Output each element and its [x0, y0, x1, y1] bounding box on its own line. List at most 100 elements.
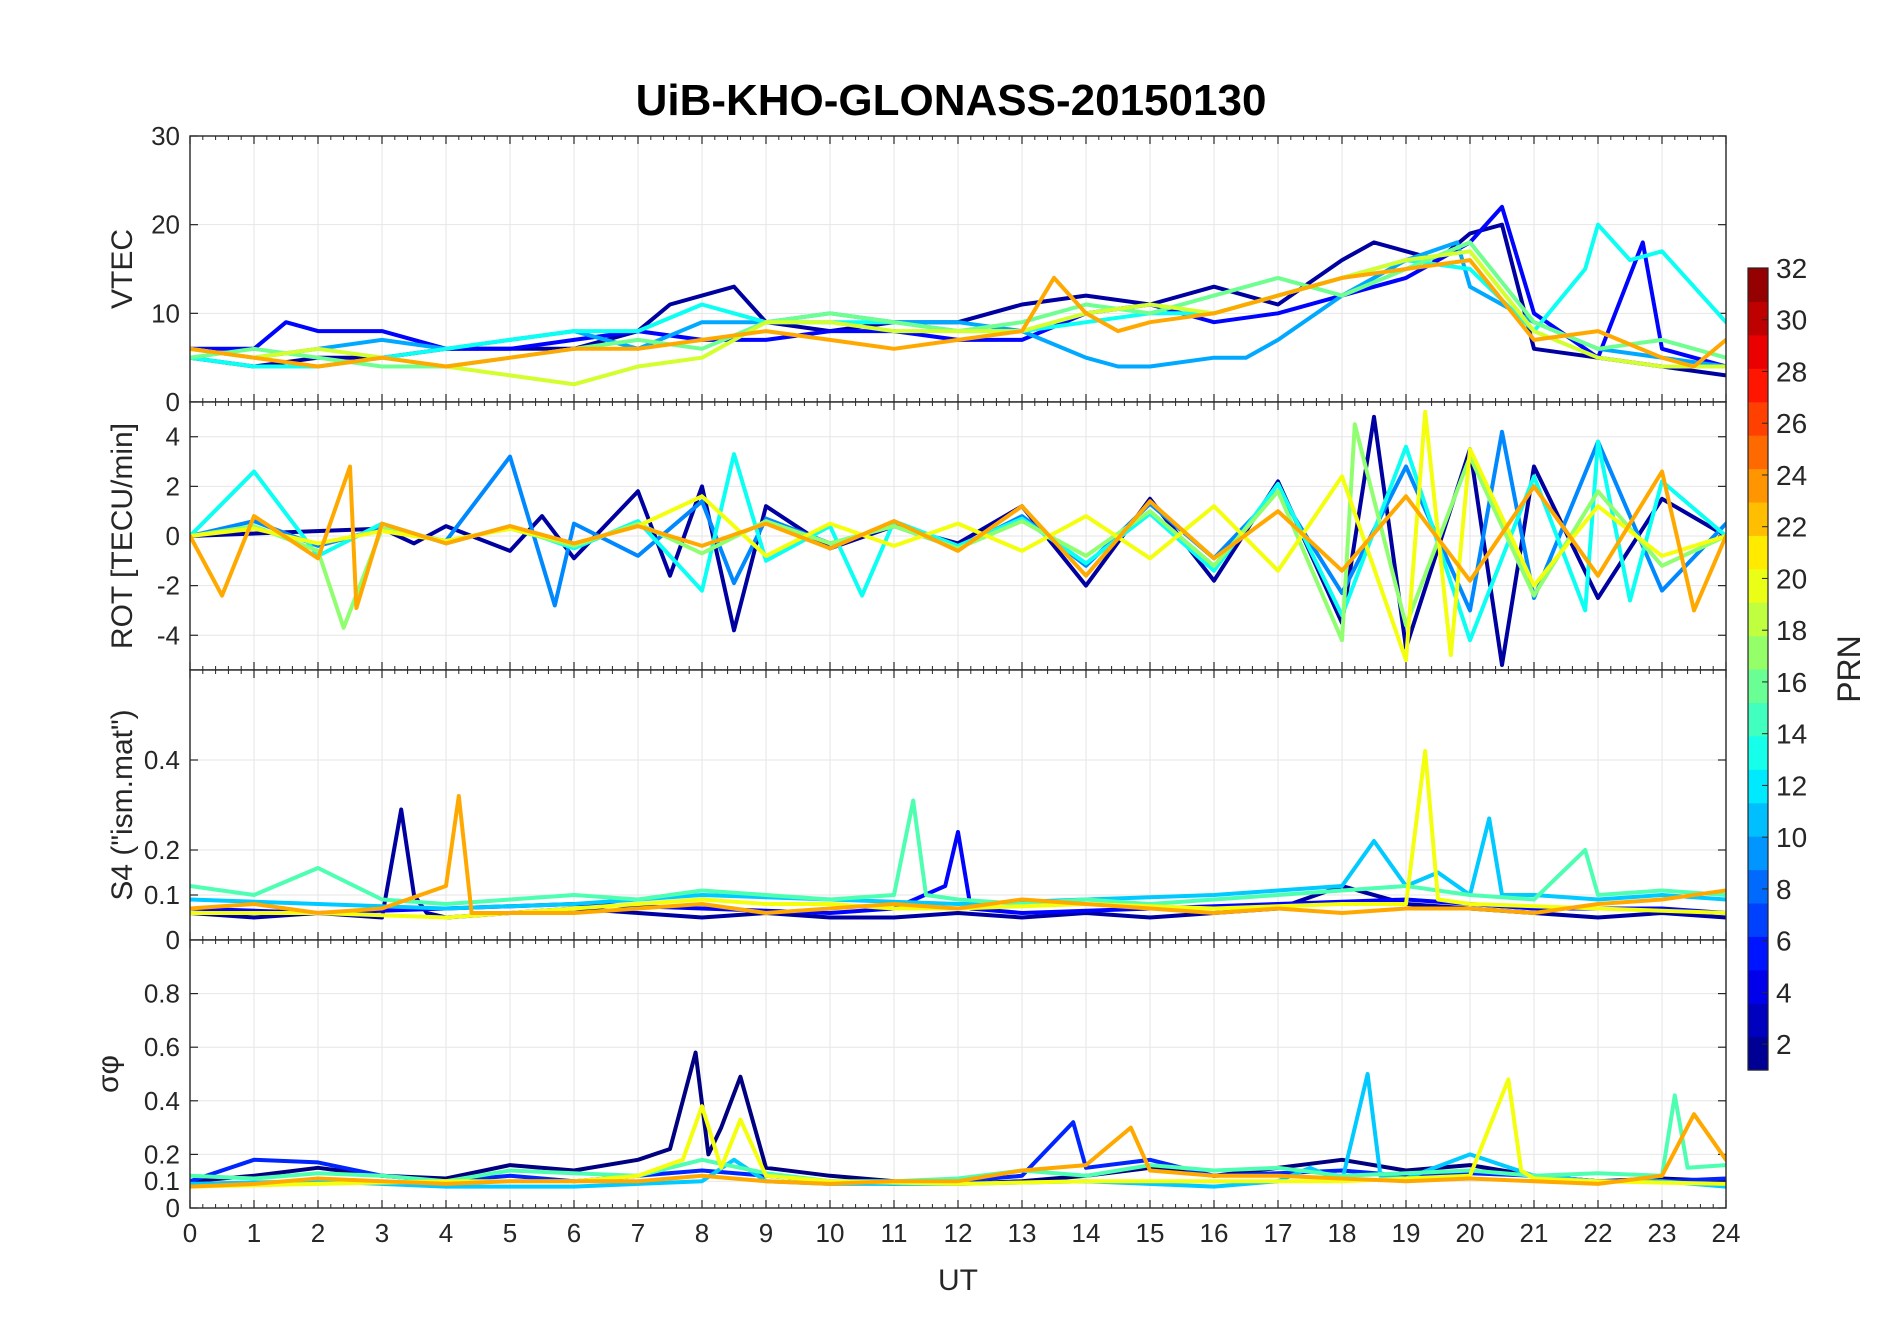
- y-tick-label: 0: [166, 1193, 180, 1223]
- y-axis-label-s4: S4 ("ism.mat"): [106, 709, 139, 900]
- x-tick-label: 19: [1392, 1218, 1421, 1248]
- x-tick-label: 5: [503, 1218, 517, 1248]
- colorbar-frame: [1747, 267, 1769, 1071]
- colorbar-segment: [1748, 735, 1768, 770]
- colorbar-segment: [1748, 535, 1768, 570]
- chart-title: UiB-KHO-GLONASS-20150130: [636, 76, 1267, 125]
- series-group-rot: [190, 409, 1726, 667]
- series-line-prn-23: [190, 464, 1726, 613]
- colorbar-segment: [1748, 902, 1768, 937]
- colorbar-segment: [1748, 836, 1768, 871]
- x-tick-label: 2: [311, 1218, 325, 1248]
- x-tick-label: 3: [375, 1218, 389, 1248]
- panel-rot: -4 -2 0 2 4 ROT [TECU/min]: [106, 401, 1727, 671]
- colorbar-segment: [1748, 268, 1768, 303]
- colorbar-segment: [1748, 1036, 1768, 1071]
- series-line-prn-5: [190, 204, 1726, 369]
- x-tick-label: 4: [439, 1218, 453, 1248]
- x-tick-label: 21: [1520, 1218, 1549, 1248]
- colorbar-tick-label: 24: [1776, 460, 1807, 491]
- x-tick-label: 8: [695, 1218, 709, 1248]
- y-tick-label: 0.4: [144, 1086, 180, 1116]
- x-tick-label: 18: [1328, 1218, 1357, 1248]
- series-line-prn-23: [190, 1112, 1726, 1189]
- colorbar-tick-label: 10: [1776, 822, 1807, 853]
- x-axis-label: UT: [938, 1264, 978, 1297]
- colorbar-tick-label: 14: [1776, 719, 1807, 750]
- x-tick-label: 14: [1072, 1218, 1101, 1248]
- colorbar-segment: [1748, 435, 1768, 470]
- y-axis-label-sigma: σφ: [92, 1055, 125, 1093]
- colorbar-tick-label: 6: [1776, 926, 1792, 957]
- x-tick-label: 7: [631, 1218, 645, 1248]
- y-tick-label: 0.8: [144, 979, 180, 1009]
- colorbar-tick-label: 16: [1776, 667, 1807, 698]
- x-tick-label: 15: [1136, 1218, 1165, 1248]
- y-tick-label: 0.2: [144, 1139, 180, 1169]
- y-tick-label: 2: [166, 471, 180, 501]
- x-tick-label: 23: [1648, 1218, 1677, 1248]
- colorbar-segment: [1748, 1003, 1768, 1038]
- x-tick-label: 10: [816, 1218, 845, 1248]
- colorbar-segment: [1748, 468, 1768, 503]
- x-tick-label: 17: [1264, 1218, 1293, 1248]
- x-tick-label: 22: [1584, 1218, 1613, 1248]
- colorbar-tick-label: 20: [1776, 563, 1807, 594]
- y-tick-label: 0.4: [144, 745, 180, 775]
- series-line-prn-23: [190, 258, 1726, 369]
- panel-sigma: 00.10.2 0.4 0.6 0.8 σφ: [92, 939, 1727, 1223]
- colorbar-tick-label: 26: [1776, 408, 1807, 439]
- colorbar-tick-label: 28: [1776, 356, 1807, 387]
- x-tick-label: 0: [183, 1218, 197, 1248]
- series-group-vtec: [190, 204, 1726, 387]
- colorbar-segment: [1748, 602, 1768, 637]
- colorbar-tick-label: 4: [1776, 977, 1792, 1008]
- colorbar-tick-label: 30: [1776, 305, 1807, 336]
- colorbar-segment: [1748, 936, 1768, 971]
- axes-frame-sigma: [189, 939, 1727, 1209]
- series-line-prn-2: [190, 807, 1726, 920]
- y-tick-label: 0: [166, 925, 180, 955]
- x-tick-label: 6: [567, 1218, 581, 1248]
- colorbar-tick-label: 12: [1776, 770, 1807, 801]
- colorbar-segment: [1748, 501, 1768, 536]
- colorbar-segment: [1748, 969, 1768, 1004]
- colorbar-tick-label: 22: [1776, 512, 1807, 543]
- panel-s4: 0.1 0.2 0.4 0 S4 ("ism.mat"): [106, 669, 1727, 955]
- colorbar-label: PRN: [1831, 635, 1867, 703]
- series-line-prn-20: [190, 749, 1726, 920]
- series-line-prn-11: [190, 1072, 1726, 1189]
- y-tick-label: 10: [151, 298, 180, 328]
- y-tick-label: 0.1: [144, 880, 180, 910]
- x-tick-label: 16: [1200, 1218, 1229, 1248]
- colorbar-segment: [1748, 769, 1768, 804]
- y-tick-label: -4: [157, 620, 180, 650]
- series-group-sigma: [190, 1050, 1726, 1189]
- y-tick-label: 0.1: [144, 1166, 180, 1196]
- colorbar-segment: [1748, 568, 1768, 603]
- series-group-s4: [190, 749, 1726, 920]
- series-line-prn-15: [190, 798, 1726, 906]
- x-tick-label: 24: [1712, 1218, 1741, 1248]
- y-tick-label: 4: [166, 422, 180, 452]
- x-tick-label: 9: [759, 1218, 773, 1248]
- y-tick-label: 30: [151, 121, 180, 151]
- colorbar-tick-label: 32: [1776, 253, 1807, 284]
- y-tick-label: 0: [166, 521, 180, 551]
- y-axis-label-vtec: VTEC: [106, 229, 139, 309]
- colorbar-tick-label: 18: [1776, 615, 1807, 646]
- x-tick-label: 13: [1008, 1218, 1037, 1248]
- colorbar-segment: [1748, 334, 1768, 369]
- x-tick-label: 20: [1456, 1218, 1485, 1248]
- colorbar-segment: [1748, 301, 1768, 336]
- x-tick-label: 12: [944, 1218, 973, 1248]
- x-tick-label: 1: [247, 1218, 261, 1248]
- colorbar-tick-label: 2: [1776, 1029, 1792, 1060]
- colorbar-segment: [1748, 401, 1768, 436]
- y-axis-label-rot: ROT [TECU/min]: [106, 423, 139, 649]
- series-line-prn-23: [190, 794, 1726, 915]
- panel-vtec: 0 10 20 30 VTEC: [106, 121, 1727, 417]
